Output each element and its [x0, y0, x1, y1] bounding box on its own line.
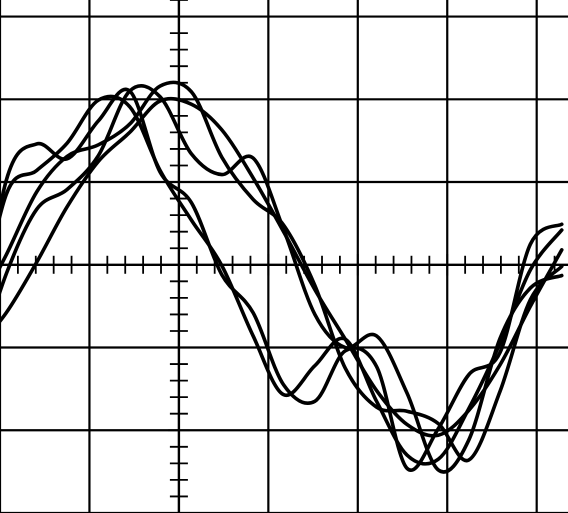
chart-series-group [0, 80, 564, 474]
series-line-4 [0, 80, 564, 463]
series-line-5 [0, 84, 564, 474]
